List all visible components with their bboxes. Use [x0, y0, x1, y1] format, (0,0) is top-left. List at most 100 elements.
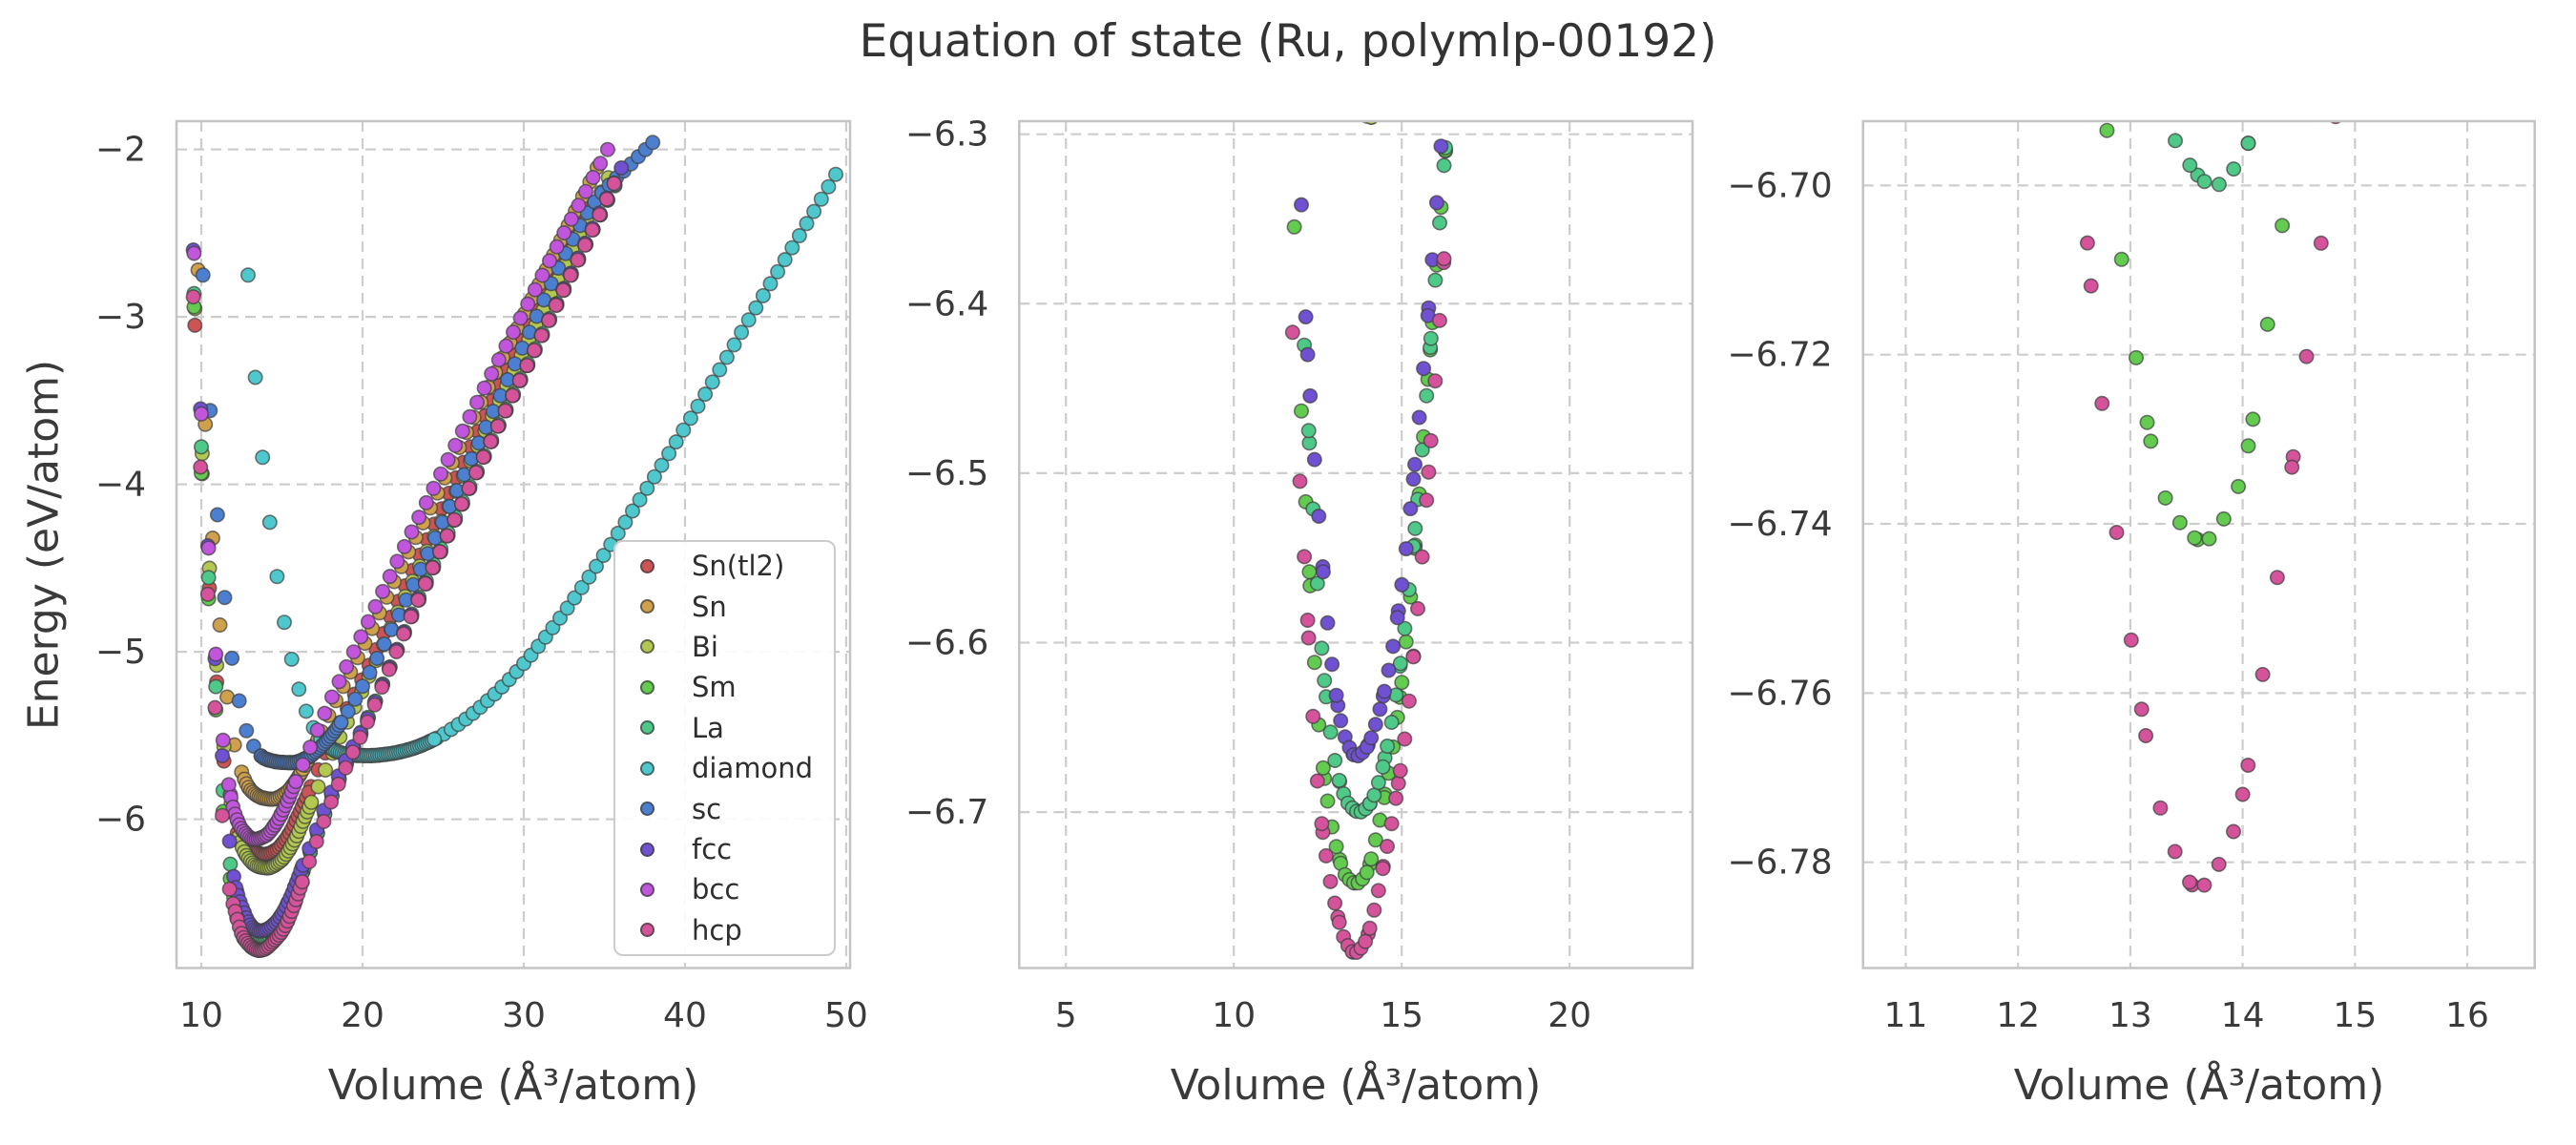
data-point [345, 644, 362, 660]
data-point [208, 678, 224, 695]
data-point [301, 853, 318, 869]
data-point [740, 312, 757, 328]
data-point [362, 664, 378, 680]
data-point [2226, 823, 2242, 840]
data-point [261, 514, 278, 531]
x-tick-label: 30 [502, 996, 546, 1035]
data-point [1297, 549, 1313, 565]
y-tick-label: −6.6 [905, 623, 988, 662]
data-point [2284, 459, 2300, 475]
data-point [434, 514, 450, 531]
x-tick-label: 13 [2109, 996, 2152, 1035]
data-point [344, 744, 361, 760]
data-point [283, 651, 300, 667]
data-point [2138, 727, 2154, 743]
data-point [382, 569, 398, 585]
data-point [1383, 714, 1400, 730]
data-point [1361, 920, 1378, 936]
data-point [2196, 877, 2212, 893]
series-points [185, 135, 843, 958]
data-point [570, 252, 586, 268]
data-point [2139, 414, 2155, 430]
data-point [581, 569, 597, 585]
data-point [777, 252, 793, 268]
data-point [770, 263, 786, 280]
legend-item-Sn(tl2): Sn(tl2) [640, 546, 834, 586]
data-point [403, 609, 419, 625]
data-point [1299, 612, 1316, 628]
legend-item-Sm: Sm [640, 667, 834, 707]
data-point [1427, 373, 1444, 389]
data-point [2215, 510, 2232, 527]
data-point [2240, 438, 2256, 454]
data-point [195, 267, 211, 283]
data-point [559, 600, 575, 616]
data-point [288, 774, 304, 790]
data-point [1419, 492, 1435, 509]
y-tick-label: −6.3 [905, 115, 988, 155]
data-point [2109, 524, 2125, 540]
data-point [1381, 662, 1397, 678]
y-tick-label: −6.70 [1727, 166, 1832, 205]
data-point [374, 679, 390, 696]
x-tick-label: 10 [179, 996, 223, 1035]
data-point [1380, 738, 1396, 754]
data-point [1390, 775, 1406, 791]
data-point [2240, 135, 2256, 152]
data-point [1292, 473, 1308, 489]
data-point [323, 794, 340, 810]
data-point [1375, 861, 1391, 877]
legend-marker-icon [640, 882, 654, 897]
data-point [1388, 790, 1404, 806]
data-point [2079, 235, 2095, 251]
data-point [1402, 501, 1419, 517]
data-point [1356, 107, 1369, 120]
data-point [333, 714, 349, 730]
data-point [592, 156, 609, 172]
y-tick-label: −6.7 [905, 793, 988, 832]
data-point [2152, 800, 2169, 816]
data-point [1328, 687, 1344, 703]
series-hcp [1284, 251, 1452, 960]
data-point [1302, 387, 1319, 404]
data-point [1319, 614, 1336, 631]
data-point [645, 135, 661, 151]
data-point [2099, 122, 2115, 138]
data-point [1394, 675, 1410, 691]
data-point [748, 300, 764, 316]
data-point [549, 239, 565, 255]
data-point [1436, 251, 1452, 267]
x-tick-label: 20 [341, 996, 384, 1035]
data-point [661, 446, 677, 462]
data-point [595, 548, 612, 564]
data-point [2167, 843, 2183, 860]
data-point [2187, 530, 2203, 546]
data-point [447, 511, 463, 528]
data-point [410, 592, 426, 608]
data-point [1318, 847, 1334, 864]
data-point [2113, 251, 2129, 267]
series-Sm [2099, 122, 2291, 548]
tick-labels: 5 10 15 20 −6.3 −6.4 −6.5 −6.6 −6.7 [905, 115, 1591, 1035]
data-point [298, 703, 314, 719]
legend-label: sc [692, 792, 722, 825]
data-point [200, 540, 217, 556]
data-point [2182, 157, 2198, 174]
data-point [255, 449, 271, 466]
data-point [1427, 272, 1444, 288]
data-point [1398, 634, 1414, 650]
data-point [484, 365, 500, 382]
data-point [310, 779, 326, 795]
data-point [527, 281, 543, 298]
data-point [366, 697, 383, 713]
data-point [1305, 708, 1321, 724]
data-point [573, 579, 590, 595]
data-point [1367, 832, 1383, 848]
legend-label: fcc [692, 833, 733, 866]
legend-marker-icon [640, 802, 654, 817]
data-point [682, 410, 698, 427]
legend-label: Sn(tl2) [692, 550, 785, 583]
tick-labels: 10 20 30 40 50 −2 −3 −4 −5 −6 [95, 131, 868, 1035]
data-point [1407, 456, 1423, 472]
data-point [215, 732, 231, 748]
